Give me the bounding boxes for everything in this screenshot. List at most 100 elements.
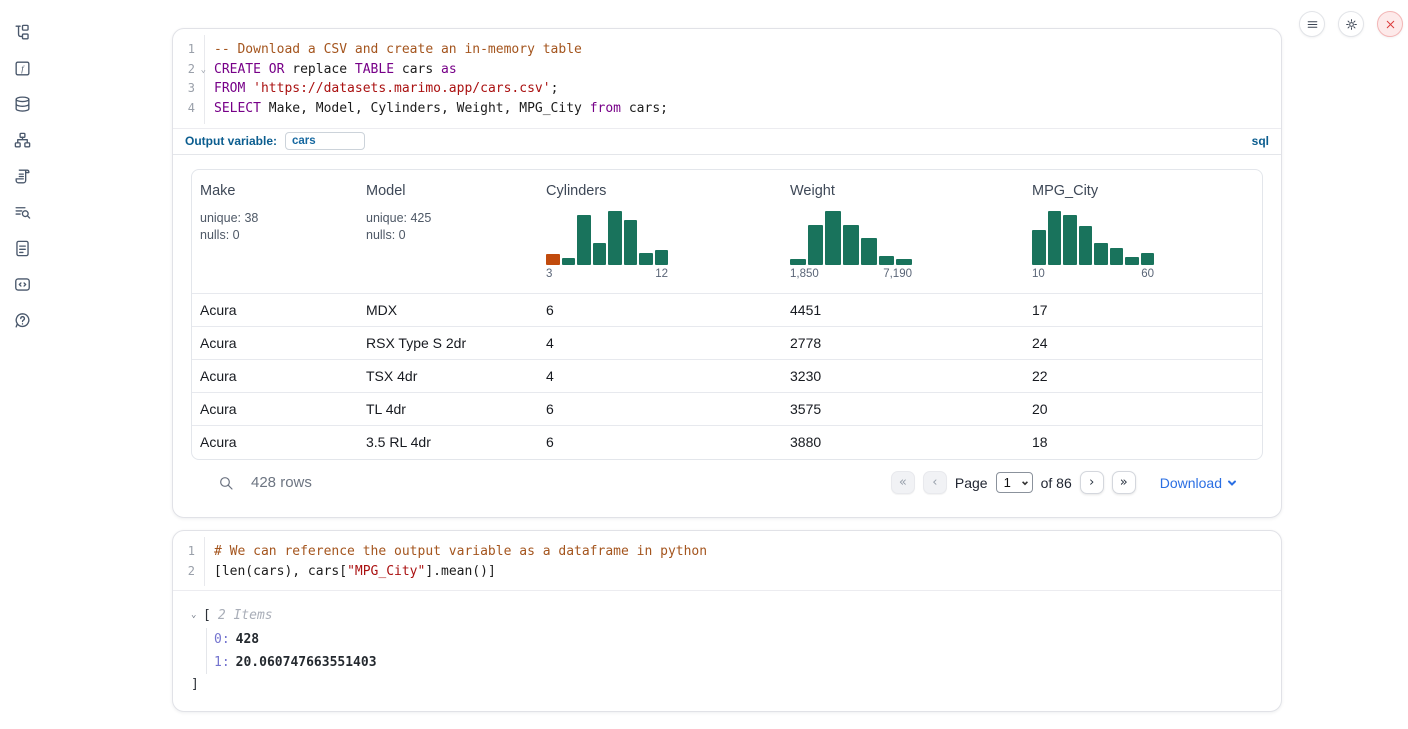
table-row[interactable]: Acura 3.5 RL 4dr 6 3880 18 [200, 434, 1048, 451]
datasources-icon[interactable] [11, 93, 33, 115]
code-line: 2 ⌄ CREATE OR replace TABLE cars as [173, 60, 1281, 80]
dependency-graph-icon[interactable] [11, 129, 33, 151]
close-bracket: ] [191, 677, 199, 693]
code-text: -- Download a CSV and create an in-memor… [204, 40, 582, 60]
tree-entry: 1: 20.060747663551403 [214, 651, 1281, 674]
histogram-bar [1047, 210, 1061, 265]
histogram-bar [896, 259, 913, 265]
documentation-icon[interactable] [11, 237, 33, 259]
weight-histogram: 1,850 7,190 [790, 210, 913, 280]
table-row[interactable]: Acura TL 4dr 6 3575 20 [192, 393, 1262, 426]
histogram-bar [878, 255, 895, 265]
tree-entry: 0: 428 [214, 628, 1281, 651]
histogram-bar [807, 225, 824, 265]
code-text: SELECT Make, Model, Cylinders, Weight, M… [204, 99, 668, 119]
code-line: 4 SELECT Make, Model, Cylinders, Weight,… [173, 99, 1281, 119]
last-page-button[interactable]: » [1111, 471, 1136, 495]
histogram-bar [577, 214, 591, 265]
code-token: ; [550, 81, 559, 97]
prev-page-button[interactable]: ‹ [922, 471, 947, 495]
notebook-actions [1299, 11, 1403, 37]
divider [173, 590, 1281, 592]
download-button[interactable]: Download [1160, 475, 1237, 491]
histogram-bar [639, 252, 653, 265]
tree-collapse-icon[interactable]: ⌄ [191, 610, 197, 621]
tree-children: 0: 428 1: 20.060747663551403 [206, 628, 1281, 675]
column-unique-stat: unique: 38 [200, 210, 259, 225]
histogram-bar [1109, 248, 1123, 265]
line-number: 1 [187, 544, 195, 558]
output-variable-bar: Output variable: sql [173, 127, 1281, 155]
settings-icon[interactable] [1338, 11, 1364, 37]
code-text: FROM 'https://datasets.marimo.app/cars.c… [204, 79, 558, 99]
scratchpad-icon[interactable] [11, 165, 33, 187]
hist-max-label: 7,190 [883, 267, 912, 280]
line-number: 3 [187, 81, 195, 96]
mpg-city-histogram: 10 60 [1032, 210, 1154, 280]
histogram-bar [561, 257, 575, 265]
cylinders-histogram: 3 12 [546, 210, 668, 280]
hist-max-label: 60 [1141, 267, 1154, 280]
logs-icon[interactable] [11, 201, 33, 223]
python-code-editor[interactable]: 1 # We can reference the output variable… [173, 531, 1281, 590]
language-badge[interactable]: sql [1251, 134, 1269, 149]
search-icon[interactable] [218, 475, 234, 491]
code-token: FROM [214, 81, 246, 97]
code-token: -- Download a CSV and create an in-memor… [214, 42, 582, 57]
table-row[interactable]: Acura MDX 6 4451 17 [192, 294, 1262, 327]
svg-text:f: f [21, 63, 25, 73]
code-line: 1 # We can reference the output variable… [173, 542, 1281, 562]
python-output-tree: ⌄ [ 2 Items 0: 428 1: 20.060747663551403… [173, 591, 1281, 695]
histogram-bar [825, 210, 842, 265]
first-page-button[interactable]: « [890, 471, 915, 495]
hist-min-label: 10 [1032, 267, 1045, 280]
column-nulls-stat: nulls: 0 [366, 227, 406, 242]
menu-icon[interactable] [1299, 11, 1325, 37]
column-header-make[interactable]: Make unique: 38 nulls: 0 [192, 170, 358, 293]
help-icon[interactable] [11, 309, 33, 331]
code-token: CREATE [214, 61, 261, 77]
python-cell: 1 # We can reference the output variable… [172, 530, 1282, 712]
fold-chevron-icon[interactable]: ⌄ [200, 64, 206, 75]
table-row[interactable]: Acura RSX Type S 2dr 4 2778 24 [192, 327, 1262, 360]
code-token: TABLE [354, 61, 395, 77]
column-header-mpg-city[interactable]: MPG_City 10 60 [1032, 182, 1154, 280]
file-explorer-icon[interactable] [11, 21, 33, 43]
shutdown-icon[interactable] [1377, 11, 1403, 37]
code-token [245, 81, 253, 96]
chevron-down-icon [1228, 480, 1236, 486]
code-token: OR [268, 61, 285, 77]
open-bracket: [ [203, 607, 211, 623]
output-variable-input[interactable] [285, 132, 366, 151]
sql-code-editor[interactable]: 1 -- Download a CSV and create an in-mem… [173, 29, 1281, 128]
code-line: 3 FROM 'https://datasets.marimo.app/cars… [173, 79, 1281, 99]
code-text: [len(cars), cars["MPG_City"].mean()] [204, 562, 496, 582]
code-token: replace [284, 61, 355, 77]
histogram-bar [790, 259, 806, 265]
histogram-bar [843, 225, 859, 265]
histogram-bar [1125, 257, 1139, 265]
histogram-bar [1078, 225, 1092, 265]
histogram-bar [860, 237, 877, 265]
histogram-bar [1063, 214, 1077, 265]
sql-output-area: Make unique: 38 nulls: 0 Model unique: 4… [173, 155, 1281, 506]
code-line: 2 [len(cars), cars["MPG_City"].mean()] [173, 562, 1281, 582]
page-total: of 86 [1040, 474, 1072, 491]
variables-icon[interactable]: f [11, 57, 33, 79]
column-unique-stat: unique: 425 [366, 210, 432, 225]
next-page-button[interactable]: › [1079, 471, 1104, 495]
page-select[interactable]: 1 [995, 472, 1033, 494]
hist-max-label: 12 [655, 267, 668, 280]
column-header-cylinders[interactable]: Cylinders 3 12 [546, 182, 668, 280]
table-row[interactable]: Acura TSX 4dr 4 3230 22 [192, 360, 1262, 393]
column-header-model[interactable]: Model unique: 425 nulls: 0 [358, 170, 538, 293]
output-variable-label: Output variable: [185, 134, 278, 149]
histogram-bar [1032, 229, 1046, 265]
column-header-weight[interactable]: Weight 1,850 7,190 [790, 182, 913, 280]
code-token: cars; [621, 101, 668, 117]
histogram-bar [546, 254, 560, 265]
hist-min-label: 3 [546, 267, 553, 280]
snippets-icon[interactable] [11, 273, 33, 295]
code-token: ].mean()] [425, 563, 496, 579]
tree-key: 1: [214, 655, 230, 671]
